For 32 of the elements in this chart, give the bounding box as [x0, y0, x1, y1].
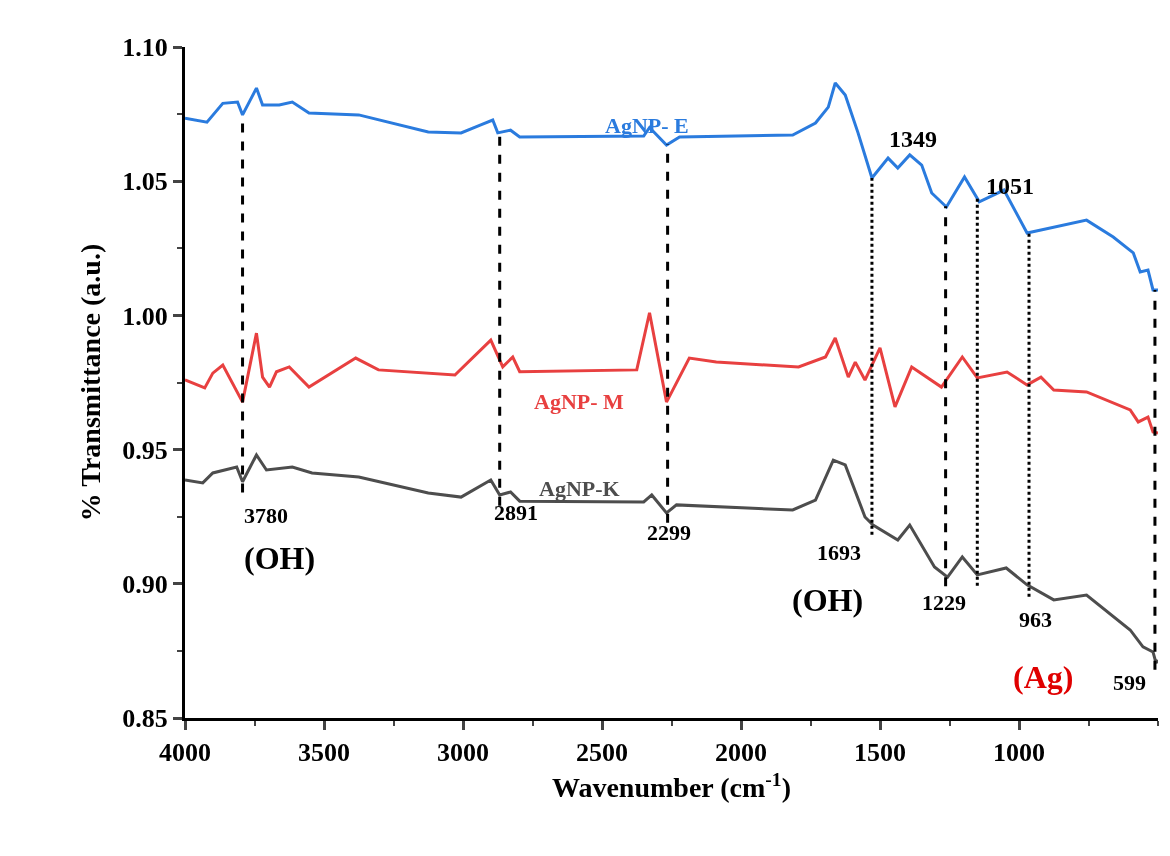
annotation: 2299: [647, 520, 691, 545]
x-tick-label: 3500: [298, 738, 350, 768]
x-tick-label: 1000: [993, 738, 1045, 768]
line-series: [185, 453, 1158, 665]
line-series: [185, 311, 1158, 435]
y-tick-label: 0.95: [122, 435, 168, 465]
annotation: (Ag): [1013, 659, 1074, 695]
line-series: [185, 81, 1158, 292]
y-tick-label: 0.85: [122, 704, 168, 734]
y-tick-label: 1.10: [122, 33, 168, 63]
annotation: 599: [1113, 670, 1146, 695]
x-axis-title: Wavenumber (cm$^{-1}$): [551, 768, 792, 804]
x-tick-label: 2000: [715, 738, 767, 768]
annotation: 1229: [922, 590, 966, 615]
annotation: 1051: [986, 173, 1034, 199]
annotation: 3780: [244, 503, 288, 528]
series-label: AgNP-K: [539, 476, 620, 501]
annotation: 963: [1019, 607, 1052, 632]
series-label: AgNP- M: [534, 389, 625, 414]
annotation: (OH): [792, 582, 864, 618]
annotation: 2891: [494, 500, 538, 525]
annotation: (OH): [244, 540, 316, 576]
y-tick-label: 1.00: [122, 301, 168, 331]
x-tick-label: 2500: [576, 738, 628, 768]
annotation: 1349: [889, 126, 937, 152]
y-tick-label: 1.05: [122, 167, 168, 197]
annotation: 1693: [817, 540, 861, 565]
x-tick-label: 1500: [854, 738, 906, 768]
x-tick-label: 4000: [159, 738, 211, 768]
x-tick-label: 3000: [437, 738, 489, 768]
y-axis-title: % Transmittance (a.u.): [75, 243, 106, 522]
y-tick-label: 0.90: [122, 569, 168, 599]
